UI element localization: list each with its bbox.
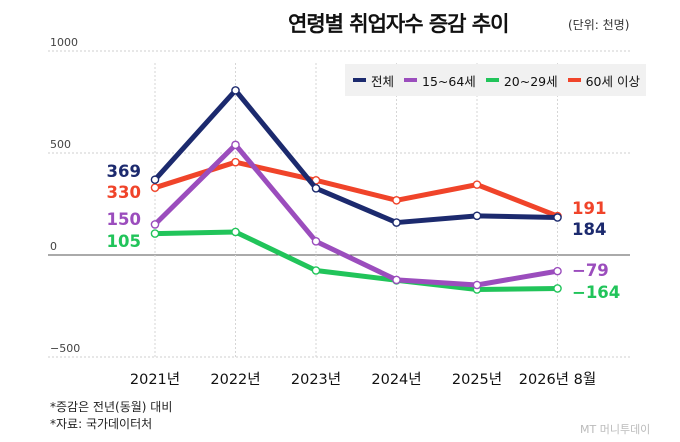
legend-swatch-20-29 [485,78,499,82]
point-total-2 [311,183,321,193]
data-label-3: 105 [107,232,141,251]
point-15-64-0 [150,220,160,229]
data-label-2: 150 [107,210,141,229]
y-tick-label-0: 1000 [50,36,78,49]
point-60plus-4 [472,180,482,189]
legend-label-total: 전체 [371,73,395,89]
legend-swatch-15-64 [404,78,418,82]
point-15-64-5 [553,266,562,276]
footnotes: *증감은 전년(동월) 대비 *자료: 국가데이터처 [50,399,172,433]
point-60plus-1 [231,157,240,167]
unit-label: (단위: 천명) [568,18,630,32]
legend-label-20-29: 20~29세 [503,73,558,89]
data-label-6: −79 [572,261,609,280]
legend-label-15-64: 15~64세 [422,73,476,89]
legend-item-20-29: 20~29세 [485,71,558,90]
series-total [150,86,562,227]
point-total-3 [392,218,401,227]
line-15-64 [152,142,560,288]
footnote-source: *자료: 국가데이터처 [50,417,153,431]
legend-swatch-60plus [567,78,581,82]
point-total-1 [231,86,240,95]
grid-layer [48,50,630,358]
point-20-29-2 [311,266,321,275]
data-label-0: 369 [107,162,141,181]
point-60plus-3 [392,196,401,205]
data-label-5: 184 [572,220,606,239]
series-15-64 [150,140,562,290]
footnote-change: *증감은 전년(동월) 대비 [50,400,173,414]
data-label-7: −164 [572,283,620,302]
data-label-4: 191 [572,199,606,218]
point-60plus-0 [150,183,160,192]
y-tick-label-3: −500 [50,342,80,355]
point-15-64-3 [392,275,401,285]
point-15-64-1 [231,140,240,150]
x-tick-label-3: 2024년 [371,371,421,388]
point-total-4 [472,211,482,221]
point-20-29-5 [553,284,562,293]
legend-label-60plus: 60세 이상 [585,73,640,89]
point-15-64-2 [311,237,321,246]
point-15-64-4 [472,280,482,290]
point-total-5 [553,213,562,222]
point-20-29-1 [231,227,240,237]
legend-item-60plus: 60세 이상 [567,71,640,90]
line-20-29 [152,229,560,292]
series-60plus [150,157,562,221]
legend: 전체 15~64세 20~29세 60세 이상 [345,64,646,96]
series-layer [150,86,562,294]
line-total [152,87,560,226]
x-tick-label-1: 2022년 [210,371,260,388]
y-tick-labels: 1000 500 0 −500 [50,36,80,355]
brand-watermark: MT 머니투데이 [580,423,651,436]
chart-title: 연령별 취업자수 증감 추이 [288,12,509,36]
data-annotations: 369 330 150 105 191 184 −79 −164 [107,162,621,302]
point-20-29-0 [150,229,160,238]
x-tick-labels: 2021년 2022년 2023년 2024년 2025년 2026년 8월 [130,371,596,388]
x-tick-label-5: 2026년 8월 [519,371,596,388]
x-tick-label-0: 2021년 [130,371,180,388]
y-tick-label-2: 0 [50,240,57,253]
line-60plus [152,159,560,219]
y-tick-label-1: 500 [50,138,71,151]
legend-item-total: 전체 [353,71,394,90]
data-label-1: 330 [107,183,141,202]
legend-swatch-total [353,78,366,82]
x-tick-label-2: 2023년 [291,371,341,388]
x-tick-label-4: 2025년 [452,371,502,388]
point-total-0 [150,175,160,185]
legend-item-15-64: 15~64세 [404,71,476,90]
